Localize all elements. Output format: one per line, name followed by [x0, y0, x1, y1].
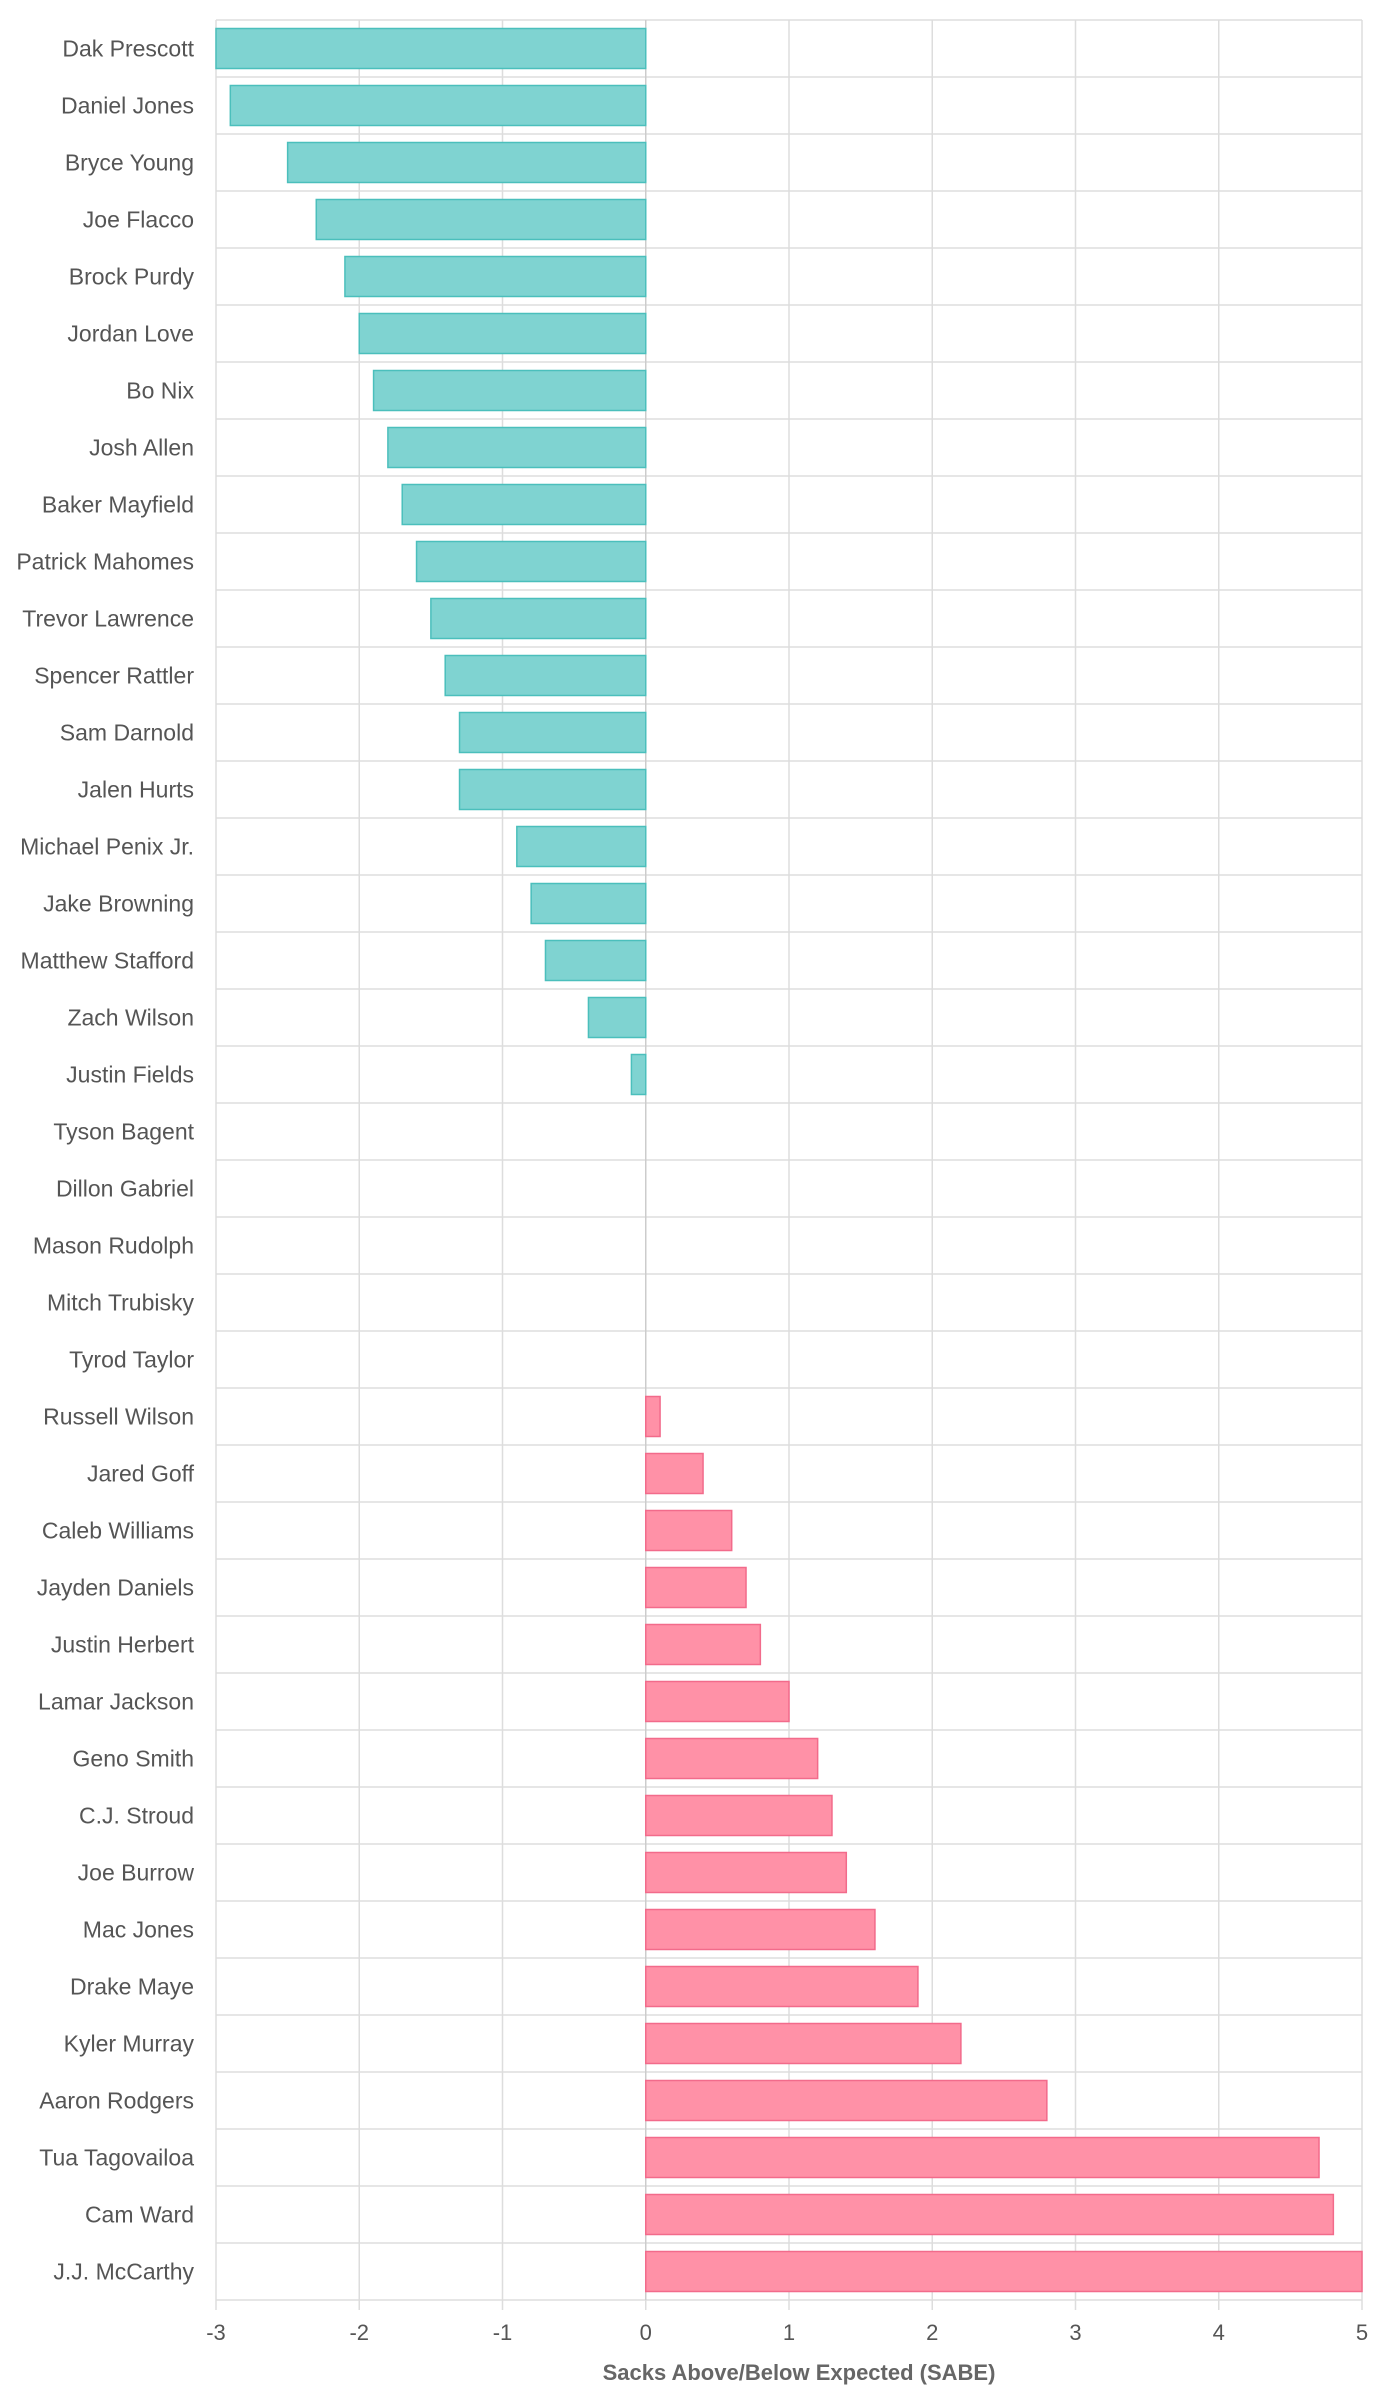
category-label: Geno Smith — [73, 1746, 194, 1772]
category-label: Tua Tagovailoa — [39, 2145, 194, 2171]
category-label: Sam Darnold — [60, 720, 194, 746]
category-label: Jalen Hurts — [78, 777, 194, 803]
bar[interactable] — [645, 2193, 1335, 2236]
category-label: Kyler Murray — [64, 2031, 195, 2057]
bar[interactable] — [530, 882, 647, 925]
bar[interactable] — [645, 1680, 790, 1723]
bar[interactable] — [630, 1053, 647, 1096]
bar[interactable] — [587, 996, 647, 1039]
x-tick-label: -1 — [493, 2320, 513, 2345]
category-label: Bryce Young — [65, 150, 194, 176]
bar[interactable] — [645, 1395, 661, 1438]
bar[interactable] — [286, 141, 647, 184]
bar[interactable] — [458, 711, 647, 754]
x-tick-label: -2 — [349, 2320, 369, 2345]
category-label: Dak Prescott — [62, 36, 194, 62]
category-label: Cam Ward — [85, 2202, 194, 2228]
bars — [215, 27, 1363, 2293]
category-label: Joe Flacco — [83, 207, 194, 233]
category-label: Jared Goff — [87, 1461, 195, 1487]
bar[interactable] — [645, 2022, 962, 2065]
bar[interactable] — [645, 2136, 1320, 2179]
category-label: Tyson Bagent — [53, 1119, 194, 1145]
category-label: Caleb Williams — [42, 1518, 194, 1544]
bar[interactable] — [645, 1509, 733, 1552]
bar[interactable] — [344, 255, 647, 298]
category-label: C.J. Stroud — [79, 1803, 194, 1829]
bar[interactable] — [645, 2250, 1363, 2293]
category-label: Mac Jones — [83, 1917, 194, 1943]
x-tick-label: -3 — [206, 2320, 226, 2345]
category-labels: Dak Prescott Daniel Jones Bryce Young Joe F… — [16, 36, 194, 2285]
category-label: Justin Herbert — [51, 1632, 195, 1658]
bar[interactable] — [645, 1794, 833, 1837]
bar[interactable] — [387, 426, 647, 469]
category-label: Bo Nix — [126, 378, 194, 404]
bar[interactable] — [544, 939, 647, 982]
x-tick-label: 3 — [1069, 2320, 1081, 2345]
bar[interactable] — [516, 825, 647, 868]
category-label: Drake Maye — [70, 1974, 194, 2000]
x-tick-label: 2 — [926, 2320, 938, 2345]
bar[interactable] — [215, 27, 647, 70]
bar[interactable] — [415, 540, 647, 583]
bar[interactable] — [645, 1623, 762, 1666]
category-label: Tyrod Taylor — [69, 1347, 194, 1373]
bar[interactable] — [229, 84, 647, 127]
category-label: Lamar Jackson — [38, 1689, 194, 1715]
category-label: Brock Purdy — [69, 264, 195, 290]
category-label: Justin Fields — [66, 1062, 194, 1088]
bar[interactable] — [645, 1737, 819, 1780]
x-tick-label: 4 — [1213, 2320, 1225, 2345]
bar[interactable] — [401, 483, 647, 526]
category-label: Joe Burrow — [78, 1860, 195, 1886]
bar[interactable] — [645, 1566, 747, 1609]
bar[interactable] — [315, 198, 647, 241]
bar[interactable] — [645, 1908, 876, 1951]
x-tick-label: 5 — [1356, 2320, 1368, 2345]
category-label: Jake Browning — [43, 891, 194, 917]
bar[interactable] — [458, 768, 647, 811]
category-label: Jordan Love — [67, 321, 194, 347]
category-label: Spencer Rattler — [34, 663, 194, 689]
category-label: Mason Rudolph — [33, 1233, 194, 1259]
category-label: Trevor Lawrence — [22, 606, 194, 632]
category-label: Zach Wilson — [67, 1005, 194, 1031]
bar[interactable] — [358, 312, 647, 355]
category-label: Dillon Gabriel — [56, 1176, 194, 1202]
x-tick-label: 1 — [783, 2320, 795, 2345]
bar[interactable] — [645, 1851, 848, 1894]
x-tick-label: 0 — [640, 2320, 652, 2345]
category-label: Russell Wilson — [43, 1404, 194, 1430]
category-label: Josh Allen — [89, 435, 194, 461]
bar[interactable] — [430, 597, 647, 640]
category-label: Jayden Daniels — [37, 1575, 194, 1601]
category-label: Michael Penix Jr. — [20, 834, 194, 860]
category-label: Aaron Rodgers — [39, 2088, 194, 2114]
category-label: Patrick Mahomes — [16, 549, 194, 575]
category-label: Matthew Stafford — [21, 948, 194, 974]
category-label: Daniel Jones — [61, 93, 194, 119]
bar[interactable] — [645, 1965, 919, 2008]
x-axis-ticks: -3 -2 -1 0 1 2 3 4 5 — [206, 2320, 1368, 2345]
category-label: Baker Mayfield — [42, 492, 194, 518]
bar[interactable] — [444, 654, 647, 697]
bar[interactable] — [645, 1452, 704, 1495]
bar[interactable] — [372, 369, 647, 412]
category-label: J.J. McCarthy — [53, 2259, 194, 2285]
bar[interactable] — [645, 2079, 1048, 2122]
category-label: Mitch Trubisky — [47, 1290, 194, 1316]
x-axis-title: Sacks Above/Below Expected (SABE) — [603, 2360, 996, 2385]
